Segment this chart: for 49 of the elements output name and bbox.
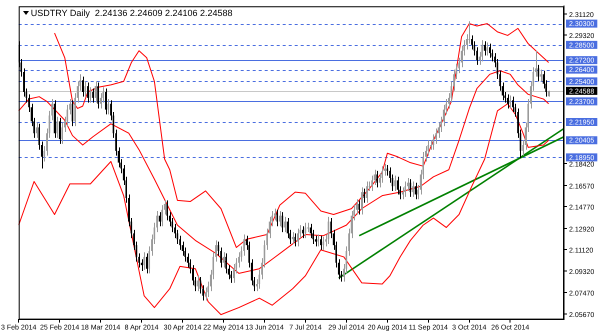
candlestick: [222, 252, 225, 268]
candlestick: [512, 96, 514, 112]
candlestick: [54, 100, 56, 138]
candlestick: [364, 188, 366, 204]
candlestick: [488, 43, 491, 58]
candlestick: [58, 117, 61, 144]
candlestick: [304, 222, 306, 239]
candlestick: [279, 210, 281, 227]
candlestick: [381, 166, 384, 184]
candlestick: [509, 95, 512, 109]
candlestick: [394, 175, 396, 192]
candlestick: [538, 64, 540, 82]
candlestick: [317, 234, 320, 247]
candlestick: [412, 181, 414, 198]
candlestick: [506, 94, 509, 109]
candlestick: [94, 80, 97, 104]
candlestick: [366, 181, 368, 204]
candlestick: [386, 164, 388, 176]
chart-title: USDTRY Daily 2.24136 2.24609 2.24106 2.24588: [30, 8, 233, 18]
candlestick: [90, 86, 92, 104]
candlestick: [328, 216, 330, 244]
candlestick: [484, 40, 486, 56]
candlestick: [87, 82, 89, 104]
candlestick: [404, 181, 406, 198]
candlestick: [322, 236, 324, 250]
candlestick: [36, 122, 38, 138]
candlestick: [360, 186, 363, 216]
candlestick: [432, 134, 434, 150]
candlestick: [82, 76, 84, 98]
candlestick: [284, 216, 286, 233]
candlestick: [414, 182, 417, 200]
candlestick: [276, 209, 278, 227]
candlestick: [92, 88, 94, 104]
candlestick: [410, 178, 412, 198]
candlestick: [320, 235, 322, 250]
candlestick: [296, 228, 299, 247]
candlestick: [108, 98, 110, 115]
candlestick: [84, 80, 86, 98]
candlestick: [307, 222, 309, 233]
candlestick: [371, 175, 373, 192]
candlestick: [302, 226, 304, 239]
candlestick: [197, 275, 199, 292]
candlestick: [104, 88, 107, 115]
candlestick: [282, 212, 284, 233]
candlestick: [396, 176, 399, 195]
candlestick: [72, 100, 74, 127]
candlestick: [146, 252, 148, 274]
candlestick: [158, 212, 161, 227]
candlestick: [200, 276, 202, 294]
